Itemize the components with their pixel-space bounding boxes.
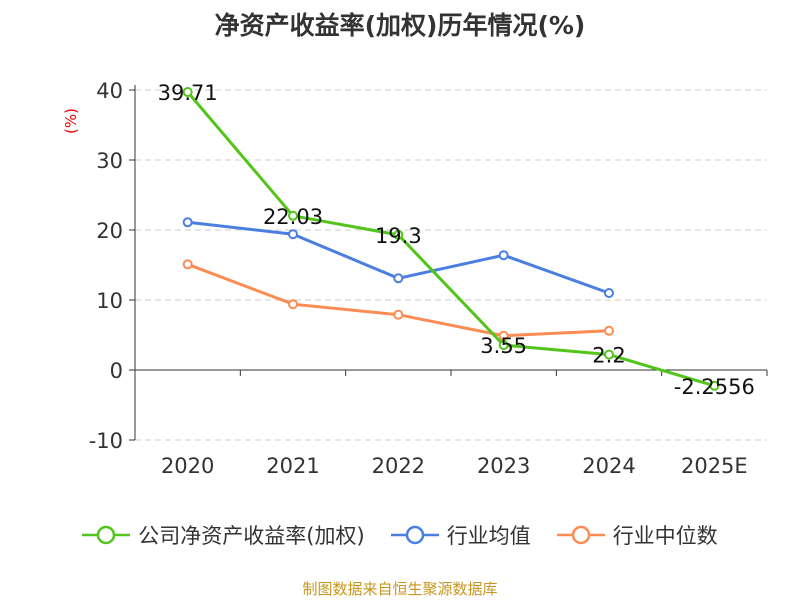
data-point [604,349,614,360]
data-point [498,330,509,341]
data-label: 22.03 [263,205,323,229]
x-tick-label: 2022 [372,454,425,478]
data-label: 2.2 [592,344,625,368]
x-tick-label: 2024 [582,454,635,478]
data-point [393,309,404,320]
series-line-0 [186,91,715,388]
data-label: 3.55 [480,334,527,358]
legend-label: 行业中位数 [612,524,718,548]
data-point [182,87,193,98]
y-tick-label: 0 [110,359,123,383]
legend-label: 行业均值 [446,524,531,548]
data-point [604,288,614,298]
legend-item[interactable]: 行业均值 [390,520,531,550]
y-tick-label: 40 [96,79,123,103]
legend-label: 公司净资产收益率(加权) [138,524,365,548]
data-point [288,210,298,221]
legend-item[interactable]: 行业中位数 [556,520,718,550]
data-label: -2.2556 [674,375,755,399]
data-point [288,229,298,240]
y-tick-label: 10 [96,289,123,313]
data-label: 19.3 [375,224,422,248]
legend-marker-icon [82,525,131,545]
x-tick-label: 2023 [477,454,530,478]
y-tick-label: -10 [89,429,123,453]
data-label: 39.71 [158,81,218,105]
data-point [393,229,404,240]
x-tick-label: 2021 [266,454,319,478]
data-point [498,250,509,261]
x-tick-label: 2020 [161,454,214,478]
data-point [709,380,720,391]
x-tick-label: 2025E [681,454,748,478]
data-point [498,340,509,351]
legend: 公司净资产收益率(加权) 行业均值 行业中位数 [0,520,800,550]
data-point [288,299,298,310]
data-point [604,325,614,336]
data-point [182,259,193,270]
footer-source: 制图数据来自恒生聚源数据库 [302,580,498,598]
data-point [393,273,404,284]
data-point [182,217,193,228]
chart-title: 净资产收益率(加权)历年情况(%) [214,11,586,40]
legend-marker-icon [390,525,439,545]
y-tick-label: 30 [96,149,123,173]
legend-marker-icon [556,525,605,545]
legend-item[interactable]: 公司净资产收益率(加权) [82,520,365,550]
y-tick-label: 20 [96,219,123,243]
